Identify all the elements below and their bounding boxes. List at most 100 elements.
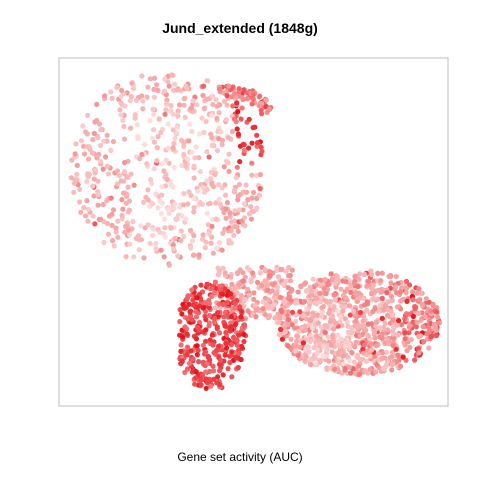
scatter-point-552 <box>259 148 265 154</box>
scatter-point-1680 <box>385 299 391 305</box>
scatter-point-1344 <box>375 270 381 276</box>
scatter-point-1125 <box>224 345 230 351</box>
scatter-point-1120 <box>198 382 204 388</box>
scatter-point-824 <box>257 270 263 276</box>
scatter-point-1085 <box>222 352 228 358</box>
scatter-point-1444 <box>433 333 439 339</box>
scatter-point-502 <box>191 233 197 239</box>
scatter-point-532 <box>248 204 254 210</box>
scatter-point-393 <box>114 168 121 174</box>
scatter-point-735 <box>251 296 257 302</box>
scatter-point-522 <box>174 216 180 223</box>
scatter-point-374 <box>251 189 257 196</box>
scatter-point-1222 <box>207 357 213 363</box>
scatter-point-644 <box>249 101 255 107</box>
scatter-point-1113 <box>184 331 190 337</box>
scatter-point-13 <box>236 181 242 188</box>
scatter-point-788 <box>279 266 285 273</box>
scatter-point-47 <box>73 141 79 147</box>
scatter-point-1177 <box>182 324 188 330</box>
scatter-point-323 <box>84 179 90 185</box>
scatter-point-1696 <box>398 363 404 369</box>
scatter-point-289 <box>257 186 263 192</box>
scatter-point-1152 <box>186 360 193 366</box>
scatter-point-362 <box>254 140 260 146</box>
scatter-point-1778 <box>296 328 302 334</box>
scatter-point-315 <box>186 138 192 144</box>
scatter-point-509 <box>209 135 215 141</box>
scatter-point-421 <box>82 151 88 157</box>
scatter-point-2081 <box>307 293 313 299</box>
scatter-point-53 <box>119 212 125 218</box>
scatter-point-564 <box>153 241 159 247</box>
scatter-point-1211 <box>193 309 199 315</box>
scatter-point-372 <box>198 200 204 206</box>
scatter-point-2021 <box>373 369 379 375</box>
scatter-point-369 <box>181 102 187 108</box>
scatter-point-77 <box>74 162 80 168</box>
scatter-point-186 <box>188 245 194 251</box>
scatter-point-1202 <box>212 279 218 285</box>
scatter-point-2074 <box>346 358 353 364</box>
scatter-point-1122 <box>179 311 185 317</box>
scatter-point-615 <box>241 147 247 153</box>
scatter-point-1594 <box>293 348 299 355</box>
scatter-point-508 <box>202 245 208 251</box>
scatter-point-1199 <box>207 368 213 375</box>
scatter-point-2078 <box>312 360 319 366</box>
scatter-point-1117 <box>217 368 223 374</box>
scatter-point-1121 <box>211 368 217 374</box>
scatter-point-1706 <box>322 330 328 336</box>
scatter-point-513 <box>171 246 177 252</box>
scatter-point-538 <box>100 138 106 144</box>
scatter-point-209 <box>153 191 159 197</box>
scatter-point-1176 <box>215 343 222 349</box>
scatter-point-260 <box>224 102 230 108</box>
scatter-point-2015 <box>355 283 361 290</box>
scatter-point-398 <box>249 195 255 201</box>
scatter-point-503 <box>226 135 232 141</box>
scatter-point-1781 <box>305 310 311 316</box>
scatter-point-2053 <box>293 318 299 324</box>
scatter-point-2068 <box>416 334 422 340</box>
scatter-point-1826 <box>335 308 341 314</box>
scatter-point-158 <box>136 247 142 253</box>
scatter-point-599 <box>108 195 114 201</box>
scatter-point-1995 <box>391 331 397 337</box>
scatter-point-1226 <box>238 314 244 320</box>
scatter-point-587 <box>206 231 212 237</box>
scatter-point-1171 <box>236 350 242 356</box>
scatter-point-1213 <box>234 338 240 344</box>
scatter-point-1217 <box>214 347 220 353</box>
scatter-point-10 <box>213 200 219 206</box>
scatter-point-2101 <box>300 340 306 346</box>
scatter-point-427 <box>191 163 197 169</box>
scatter-point-2001 <box>416 286 422 292</box>
scatter-point-2090 <box>353 292 359 298</box>
scatter-point-193 <box>216 196 222 202</box>
scatter-point-2039 <box>315 320 321 326</box>
scatter-point-234 <box>204 210 210 216</box>
scatter-point-1041 <box>178 342 184 348</box>
scatter-point-434 <box>234 164 240 170</box>
scatter-point-455 <box>104 163 110 169</box>
scatter-point-893 <box>252 302 258 308</box>
scatter-point-1948 <box>320 282 326 288</box>
scatter-point-583 <box>123 254 129 260</box>
scatter-point-1162 <box>199 372 205 378</box>
scatter-point-271 <box>128 93 134 100</box>
scatter-point-330 <box>178 228 184 234</box>
scatter-point-361 <box>158 129 164 136</box>
scatter-point-520 <box>80 123 86 129</box>
scatter-point-450 <box>139 151 145 158</box>
scatter-point-585 <box>206 201 212 207</box>
scatter-point-1144 <box>228 325 234 331</box>
scatter-point-197 <box>85 206 91 212</box>
scatter-point-277 <box>142 141 148 148</box>
scatter-point-463 <box>161 254 167 260</box>
scatter-point-100 <box>171 164 177 171</box>
scatter-point-2029 <box>414 319 420 325</box>
scatter-point-445 <box>122 103 128 109</box>
scatter-point-111 <box>210 101 216 108</box>
scatter-point-1216 <box>187 309 193 315</box>
